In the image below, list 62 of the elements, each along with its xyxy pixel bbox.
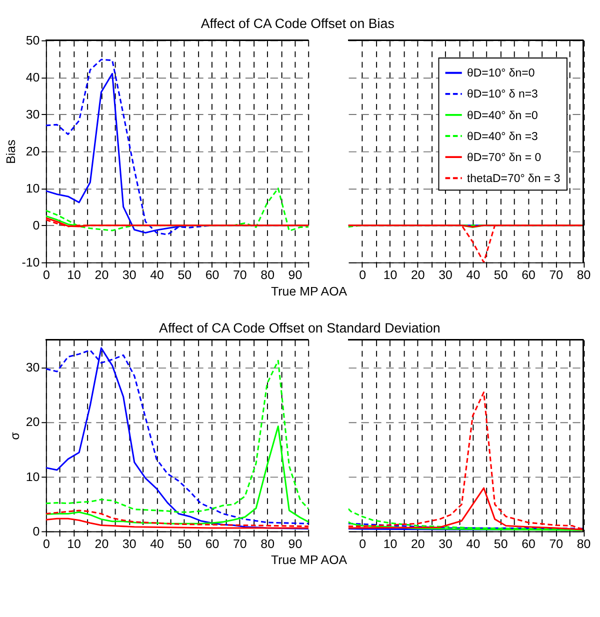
legend-label: θD=10° δ n=3 <box>466 88 538 101</box>
x-tick-label: 40 <box>150 268 164 282</box>
x-tick-label: 90 <box>288 268 302 282</box>
x-axis-title: True MP AOA <box>271 553 348 568</box>
x-tick-label: 10 <box>383 536 398 551</box>
x-tick-label: 60 <box>522 268 536 282</box>
y-tick-label: 40 <box>26 70 40 85</box>
line-series <box>46 425 309 524</box>
x-tick-label: 30 <box>438 536 453 551</box>
legend-label: thetaD=70° δn = 3 <box>466 172 560 185</box>
x-tick-label: 60 <box>522 536 536 551</box>
legend-label: θD=40° δn =3 <box>466 130 538 143</box>
x-tick-label: 40 <box>466 268 480 282</box>
x-tick-label: 10 <box>383 268 398 282</box>
legend-label: θD=10° δn=0 <box>466 68 535 80</box>
x-tick-label: 0 <box>42 536 50 551</box>
x-tick-label: 30 <box>122 268 136 282</box>
x-tick-label: 60 <box>205 268 220 282</box>
chart-title: Affect of CA Code Offset on Standard Deviation <box>159 320 440 336</box>
y-axis-title: Bias <box>4 140 18 164</box>
x-tick-label: 40 <box>466 536 480 551</box>
x-tick-label: 40 <box>150 536 164 551</box>
x-tick-label: 80 <box>260 268 275 282</box>
y-tick-label: 20 <box>26 415 40 430</box>
x-tick-label: 90 <box>288 536 302 551</box>
y-tick-label: 20 <box>26 144 40 159</box>
y-tick-label: 10 <box>26 182 40 196</box>
y-axis-title: σ <box>8 432 22 440</box>
y-tick-label: 30 <box>26 108 40 122</box>
x-tick-label: 20 <box>94 536 109 551</box>
y-tick-label: 0 <box>32 218 40 233</box>
legend-label: θD=40° δn =0 <box>466 110 538 122</box>
x-tick-label: 10 <box>67 268 82 282</box>
y-tick-label: 10 <box>26 470 40 484</box>
x-tick-label: 30 <box>438 268 453 282</box>
y-tick-label: 0 <box>32 524 40 539</box>
x-tick-label: 60 <box>205 536 220 551</box>
y-tick-label: -10 <box>22 256 40 270</box>
x-axis-title: True MP AOA <box>271 284 348 298</box>
x-tick-label: 70 <box>549 268 564 282</box>
x-tick-label: 50 <box>494 536 508 551</box>
x-tick-label: 20 <box>410 268 425 282</box>
x-tick-label: 50 <box>178 268 192 282</box>
x-tick-label: 80 <box>576 268 591 282</box>
x-tick-label: 0 <box>359 536 366 551</box>
chart-title: Affect of CA Code Offset on Bias <box>200 16 395 31</box>
x-tick-label: 80 <box>576 536 591 551</box>
legend-label: θD=70° δn = 0 <box>466 152 542 164</box>
x-tick-label: 30 <box>122 536 136 551</box>
x-tick-label: 10 <box>67 536 82 551</box>
y-tick-label: 50 <box>26 34 40 48</box>
x-tick-label: 50 <box>178 536 192 551</box>
x-tick-label: 20 <box>410 536 425 551</box>
x-tick-label: 0 <box>42 268 50 282</box>
x-tick-label: 20 <box>94 268 109 282</box>
x-tick-label: 50 <box>494 268 508 282</box>
x-tick-label: 80 <box>260 536 275 551</box>
x-tick-label: 70 <box>233 536 247 551</box>
x-tick-label: 70 <box>233 268 247 282</box>
x-tick-label: 0 <box>359 268 366 282</box>
y-tick-label: 30 <box>26 360 40 374</box>
x-tick-label: 70 <box>549 536 564 551</box>
